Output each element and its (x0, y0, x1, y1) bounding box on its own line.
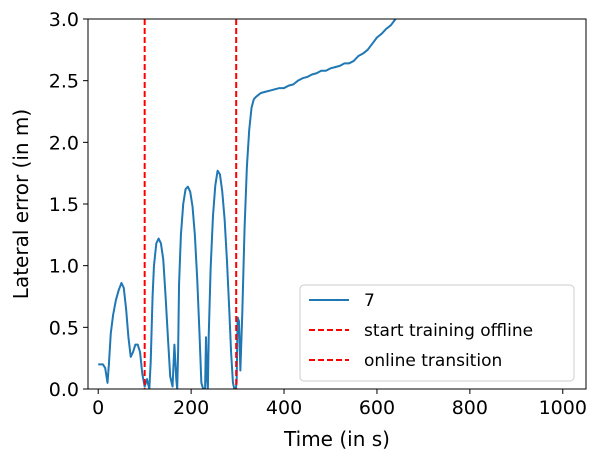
legend-box (299, 284, 575, 382)
x-tick-label: 0 (92, 397, 104, 419)
y-tick-label: 2.0 (49, 132, 79, 154)
y-tick-label: 0.5 (49, 317, 79, 339)
series-line-7 (98, 19, 397, 389)
x-tick-label: 200 (173, 397, 209, 419)
legend: 7 start training offline online transiti… (299, 284, 575, 382)
y-tick-label: 0.0 (49, 379, 79, 401)
y-tick-label: 2.5 (49, 71, 79, 93)
y-tick-label: 1.0 (49, 256, 79, 278)
y-axis-label: Lateral error (in m) (9, 109, 33, 299)
legend-label-online-transition: online transition (364, 351, 502, 371)
y-tick-label: 3.0 (49, 9, 79, 31)
x-axis-label: Time (in s) (283, 427, 390, 451)
x-tick-label: 800 (452, 397, 488, 419)
legend-label-start-training: start training offline (364, 321, 533, 341)
x-tick-label: 400 (266, 397, 302, 419)
x-tick-label: 600 (359, 397, 395, 419)
legend-label-series: 7 (364, 291, 375, 311)
y-tick-label: 1.5 (49, 194, 79, 216)
x-tick-label: 1000 (539, 397, 587, 419)
